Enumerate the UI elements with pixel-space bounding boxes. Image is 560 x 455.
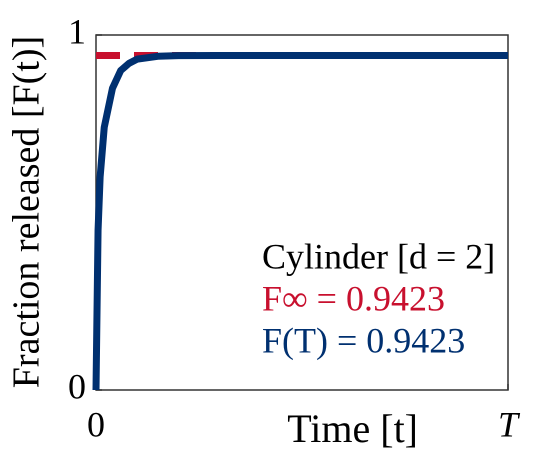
y-axis-label: Fraction released [F(t)]	[6, 36, 48, 388]
x-axis-label: Time [t]	[287, 406, 418, 451]
x-tick-label: 0	[87, 404, 105, 444]
x-tick-label: T	[498, 404, 521, 444]
annotation: F(T) = 0.9423	[262, 320, 465, 360]
annotation: F∞ = 0.9423	[262, 278, 445, 318]
data-line	[92, 51, 508, 391]
y-tick-label: 0	[68, 366, 86, 406]
y-tick-label: 1	[68, 11, 86, 51]
annotation: Cylinder [d = 2]	[262, 236, 495, 276]
